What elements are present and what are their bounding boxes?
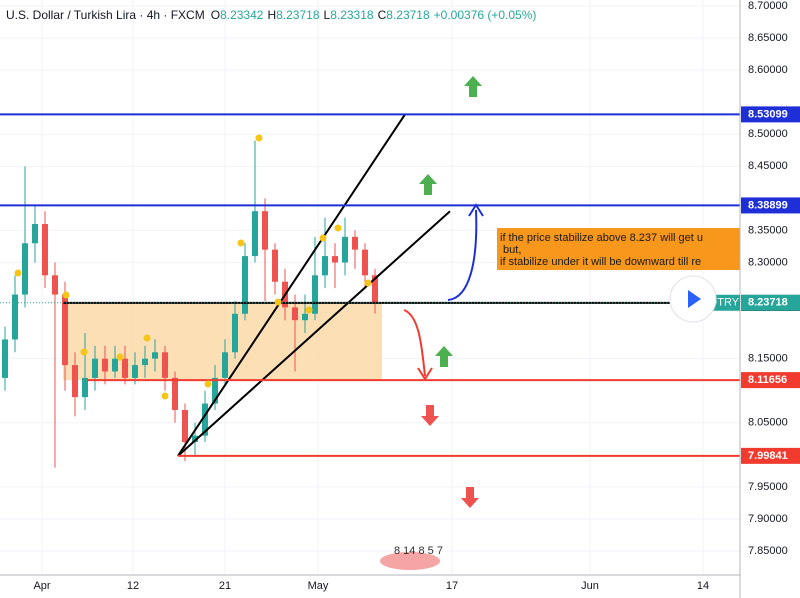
- trendline: [177, 210, 451, 457]
- x-tick-label: Apr: [33, 580, 50, 592]
- candle-body: [302, 313, 308, 321]
- level-label-bg: [741, 106, 800, 123]
- x-tick-label: 17: [446, 580, 458, 592]
- candle-body: [162, 352, 168, 378]
- ohlc-key: L: [323, 8, 331, 22]
- y-tick-label: 8.45000: [748, 160, 788, 172]
- ohlc-value: 8.23318: [330, 8, 374, 22]
- curved-arrow-down: [403, 309, 426, 377]
- candle-body: [42, 224, 48, 276]
- candle-body: [112, 358, 118, 372]
- candle-body: [272, 249, 278, 282]
- candle-body: [122, 358, 128, 378]
- level-label: 8.11656: [748, 374, 787, 386]
- annotation-line: if the price stabilize above 8.237 will …: [500, 232, 703, 244]
- candle-body: [152, 352, 158, 359]
- candle-body: [242, 256, 248, 314]
- time-axis-bg: [0, 575, 740, 598]
- y-tick-label: 8.05000: [748, 417, 788, 429]
- y-tick-label: 8.70000: [748, 0, 788, 12]
- curved-arrow-up: [447, 209, 478, 301]
- candle-body: [52, 275, 58, 295]
- annotation-line: if stabilize under it will be downward t…: [500, 256, 701, 268]
- x-tick-label: Jun: [581, 580, 599, 592]
- pivot-dots: [14, 134, 372, 400]
- ohlc-value: 8.23718: [276, 8, 320, 22]
- legend-header: U.S. Dollar / Turkish Lira · 4h · FXCM O8…: [6, 8, 540, 22]
- ohlc-value: 8.23342: [220, 8, 264, 22]
- candle-body: [72, 365, 78, 398]
- candle-body: [352, 236, 358, 250]
- candle-body: [332, 256, 338, 263]
- candle-body: [32, 224, 38, 244]
- candle-body: [22, 243, 28, 295]
- up-arrow-icon: [435, 346, 453, 367]
- symbol: U.S. Dollar / Turkish Lira · 4h · FXCM: [6, 8, 205, 22]
- candle-body: [312, 275, 318, 314]
- candle-body: [102, 358, 108, 372]
- last-price-label: 8.23718: [748, 297, 788, 309]
- y-tick-label: 7.95000: [748, 481, 788, 493]
- y-tick-label: 8.50000: [748, 128, 788, 140]
- x-tick-label: 12: [127, 580, 139, 592]
- candle-body: [92, 358, 98, 378]
- annotation-box: [497, 228, 740, 270]
- logo-text: 8 14 8 5 7: [394, 545, 443, 557]
- play-icon: [688, 290, 701, 308]
- down-arrow-icon: [461, 487, 479, 508]
- ohlc-value: 8.23718: [386, 8, 430, 22]
- x-tick-label: 21: [219, 580, 231, 592]
- candle-body: [322, 256, 328, 276]
- level-label: 8.38899: [748, 199, 788, 211]
- candle-body: [372, 275, 378, 303]
- candle-body: [62, 294, 68, 366]
- level-label-bg: [741, 372, 800, 389]
- up-arrow-icon: [464, 76, 482, 97]
- ohlc-key: O: [210, 8, 221, 22]
- arrow-head: [468, 203, 484, 217]
- candle-body: [12, 294, 18, 340]
- candle-body: [342, 236, 348, 263]
- y-tick-label: 8.35000: [748, 224, 788, 236]
- candle-body: [362, 249, 368, 276]
- logo: [380, 552, 440, 570]
- x-tick-label: May: [308, 580, 329, 592]
- candle-body: [2, 339, 8, 378]
- level-label-bg: [741, 197, 800, 214]
- down-arrow-icon: [421, 405, 439, 426]
- y-tick-label: 8.15000: [748, 353, 788, 365]
- y-tick-label: 8.65000: [748, 32, 788, 44]
- candle-body: [202, 403, 208, 436]
- y-tick-label: 7.90000: [748, 513, 788, 525]
- annotation-line: but,: [500, 244, 521, 256]
- candle-body: [252, 211, 258, 257]
- y-tick-label: 7.85000: [748, 545, 788, 557]
- candle-body: [262, 211, 268, 250]
- candle-body: [232, 313, 238, 353]
- candle-body: [182, 409, 188, 443]
- candle-body: [212, 377, 218, 404]
- ohlc-key: H: [267, 8, 277, 22]
- level-label: 7.99841: [748, 450, 788, 462]
- trendline: [177, 113, 406, 457]
- candle-body: [172, 377, 178, 410]
- arrow-head: [417, 367, 433, 381]
- x-tick-label: 14: [697, 580, 709, 592]
- candle-body: [292, 307, 298, 321]
- candle-body: [192, 435, 198, 443]
- last-price-label-bg: [741, 294, 800, 311]
- level-label: 8.53099: [748, 108, 788, 120]
- ohlc-key: C: [377, 8, 387, 22]
- candle-body: [222, 352, 228, 378]
- up-arrow-icon: [419, 174, 437, 195]
- y-tick-label: 8.60000: [748, 64, 788, 76]
- candle-body: [132, 365, 138, 378]
- candle-body: [142, 358, 148, 366]
- candle-body: [82, 377, 88, 398]
- level-label-bg: [741, 447, 800, 464]
- change: +0.00376 (+0.05%): [433, 8, 537, 22]
- y-tick-label: 8.30000: [748, 256, 788, 268]
